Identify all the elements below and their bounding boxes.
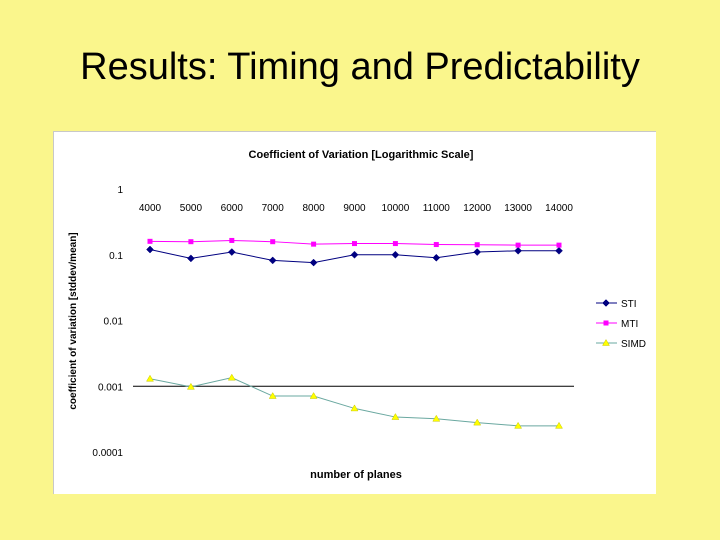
legend-marker-mti bbox=[603, 320, 609, 326]
point-mti bbox=[433, 242, 439, 248]
point-sti bbox=[514, 246, 522, 255]
point-sti bbox=[309, 258, 318, 267]
point-mti bbox=[229, 237, 235, 243]
y-tick-label: 0.1 bbox=[109, 251, 123, 262]
point-mti bbox=[147, 238, 153, 244]
point-simd bbox=[391, 413, 400, 420]
x-tick-label: 10000 bbox=[381, 203, 409, 214]
point-mti bbox=[270, 239, 276, 245]
legend-marker-sti bbox=[602, 299, 610, 307]
point-simd bbox=[350, 404, 359, 412]
point-sti bbox=[268, 256, 277, 265]
x-tick-label: 11000 bbox=[423, 203, 451, 214]
x-tick-label: 14000 bbox=[545, 203, 573, 214]
x-tick-label: 7000 bbox=[262, 203, 285, 214]
x-tick-label: 5000 bbox=[180, 203, 203, 214]
x-tick-label: 4000 bbox=[139, 203, 162, 214]
point-sti bbox=[555, 246, 563, 255]
series-sti bbox=[146, 245, 563, 267]
point-sti bbox=[473, 248, 482, 256]
point-mti bbox=[188, 239, 194, 245]
series-simd bbox=[146, 373, 563, 429]
y-tick-label: 0.01 bbox=[104, 317, 124, 328]
legend-label-simd: SIMD bbox=[621, 339, 646, 350]
point-sti bbox=[391, 250, 400, 259]
point-simd bbox=[514, 421, 523, 429]
series-layer bbox=[146, 237, 563, 429]
x-tick-label: 13000 bbox=[504, 203, 532, 214]
point-simd bbox=[309, 392, 318, 399]
legend-label-mti: MTI bbox=[621, 319, 638, 330]
point-mti bbox=[556, 242, 562, 248]
x-tick-label: 12000 bbox=[463, 203, 491, 214]
point-simd bbox=[146, 374, 154, 382]
point-simd bbox=[268, 392, 277, 399]
point-sti bbox=[187, 254, 195, 263]
point-simd bbox=[186, 382, 195, 390]
y-tick-label: 1 bbox=[117, 185, 123, 196]
y-tick-labels: 1 0.1 0.01 0.001 0.0001 bbox=[92, 185, 123, 459]
point-simd bbox=[555, 421, 563, 429]
slide-title: Results: Timing and Predictability bbox=[80, 46, 640, 88]
x-tick-labels: 4000 5000 6000 7000 8000 9000 10000 11000 12000 1… bbox=[139, 203, 573, 214]
point-sti bbox=[432, 253, 441, 262]
point-simd bbox=[432, 414, 441, 422]
x-tick-label: 8000 bbox=[302, 203, 325, 214]
point-sti bbox=[227, 248, 236, 256]
y-tick-label: 0.0001 bbox=[92, 448, 123, 459]
y-axis-label: coefficient of variation [stddev/mean] bbox=[68, 232, 79, 409]
chart-title: Coefficient of Variation [Logarithmic Sc… bbox=[249, 149, 474, 161]
legend: STI MTI SIMD bbox=[596, 299, 646, 350]
point-simd bbox=[227, 373, 236, 381]
series-line-simd bbox=[149, 377, 559, 427]
chart-panel: Coefficient of Variation [Logarithmic Sc… bbox=[53, 131, 656, 494]
point-mti bbox=[474, 242, 480, 248]
x-tick-label: 6000 bbox=[221, 203, 244, 214]
y-tick-label: 0.001 bbox=[98, 382, 123, 393]
chart-svg: Coefficient of Variation [Logarithmic Sc… bbox=[68, 149, 646, 481]
point-sti bbox=[146, 245, 154, 254]
point-mti bbox=[515, 242, 521, 248]
point-simd bbox=[473, 418, 482, 426]
point-mti bbox=[392, 241, 398, 247]
point-mti bbox=[352, 241, 357, 247]
legend-marker-simd bbox=[602, 339, 610, 346]
x-axis-label: number of planes bbox=[310, 469, 402, 481]
series-mti bbox=[147, 237, 562, 248]
legend-label-sti: STI bbox=[621, 299, 637, 310]
point-sti bbox=[350, 250, 359, 259]
x-tick-label: 9000 bbox=[343, 203, 366, 214]
point-mti bbox=[311, 241, 317, 247]
